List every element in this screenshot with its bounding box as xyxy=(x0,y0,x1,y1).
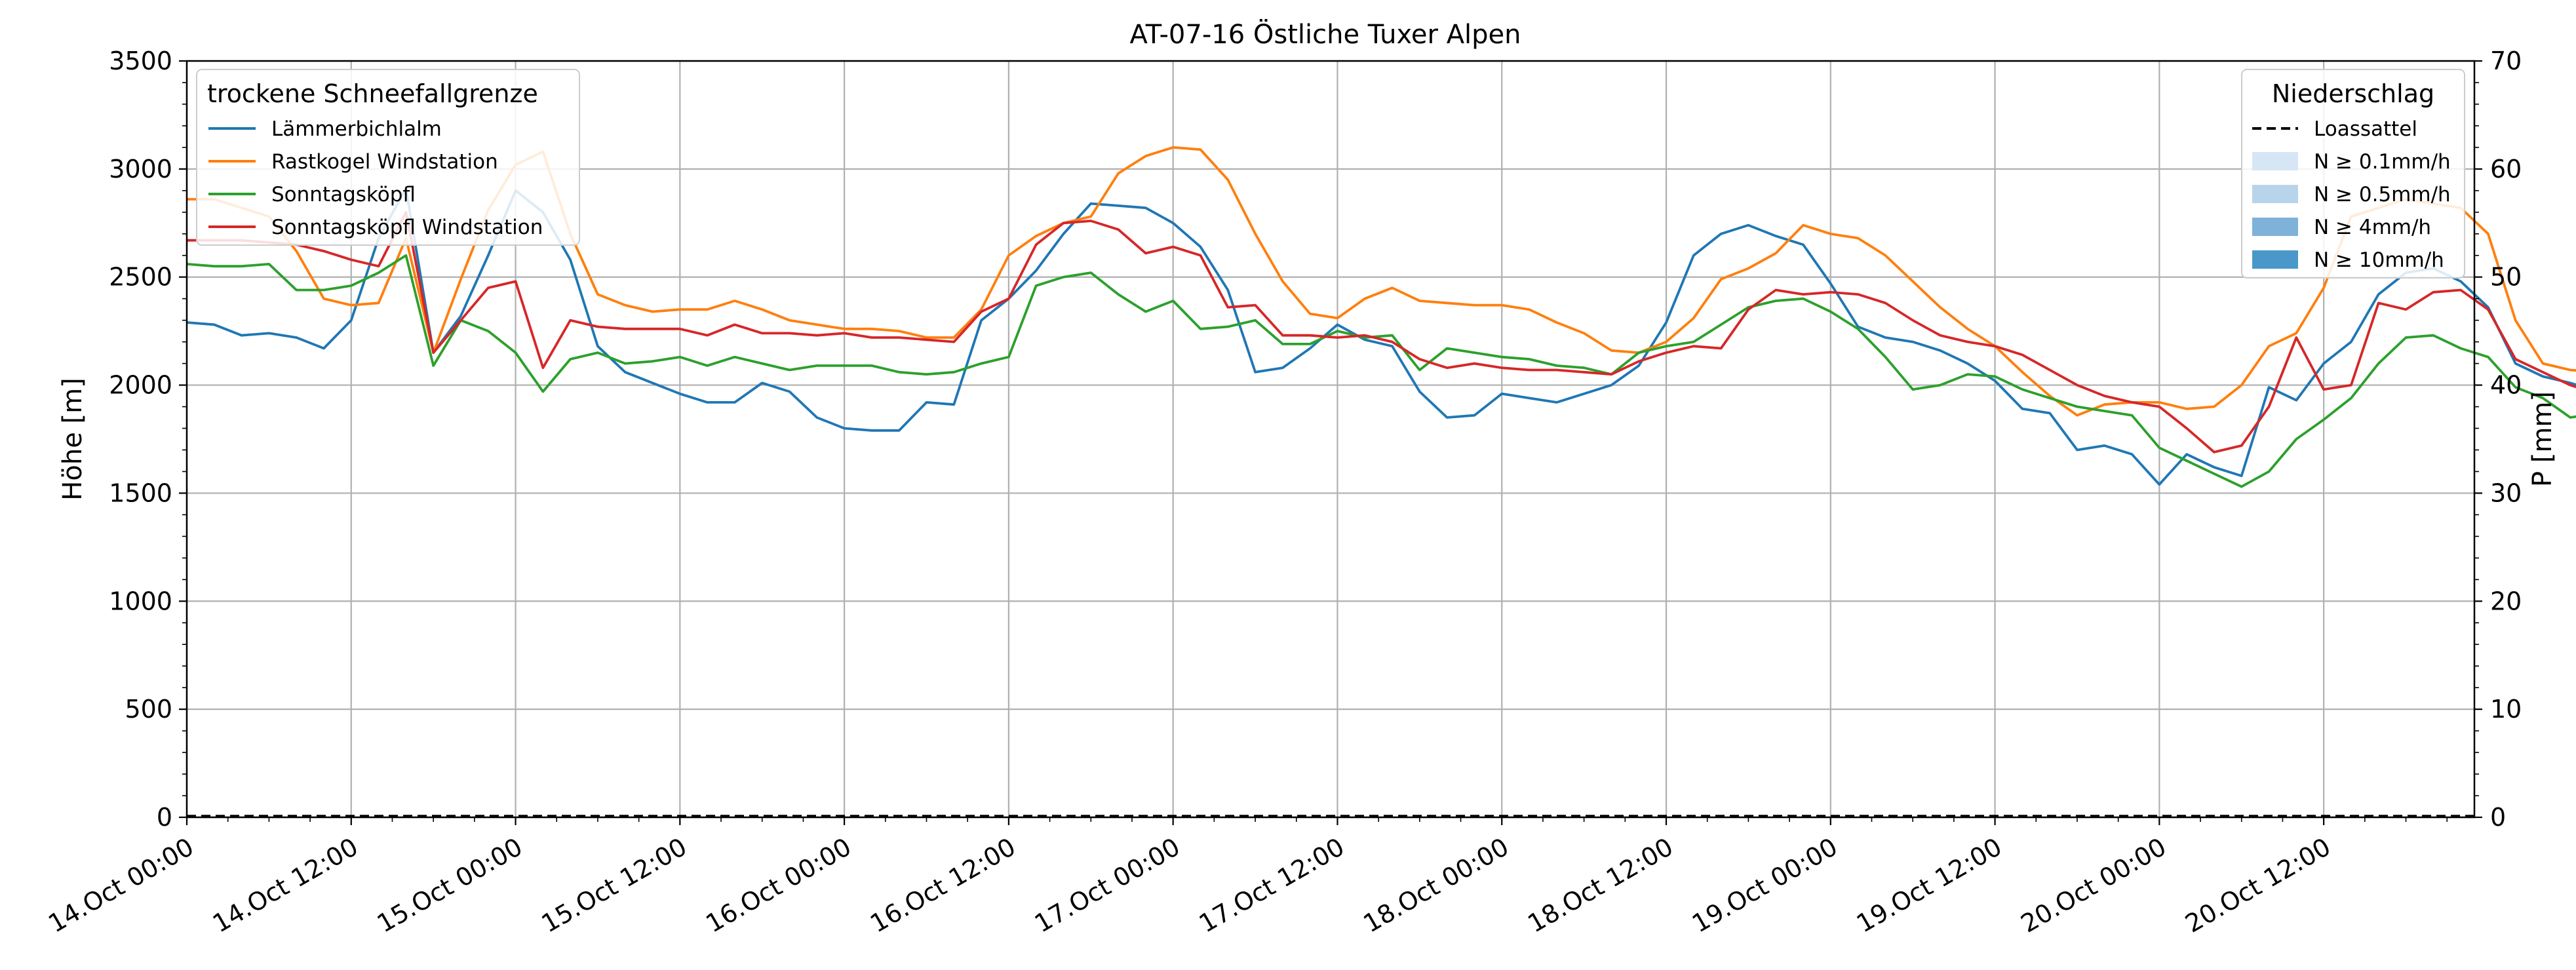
series-line-l-mmerbichlalm xyxy=(186,187,2576,486)
y2-tick-label: 60 xyxy=(2490,155,2522,184)
legend-left-entry: Rastkogel Windstation xyxy=(271,150,498,174)
legend-right-title: Niederschlag xyxy=(2272,79,2434,108)
y-tick-label: 3500 xyxy=(109,47,172,75)
y-tick-label: 0 xyxy=(157,803,172,832)
legend-left-entry: Lämmerbichlalm xyxy=(271,117,442,141)
legend-left: trockene Schneefallgrenze Lämmerbichlalm R… xyxy=(196,69,580,246)
legend-right-entry: N ≥ 4mm/h xyxy=(2314,216,2431,239)
legend-right-entry: N ≥ 10mm/h xyxy=(2314,248,2444,272)
y-axis-label: Höhe [m] xyxy=(58,378,88,500)
legend-right-swatch xyxy=(2252,152,2298,170)
legend-left-entry: Sonntagsköpfl xyxy=(271,183,416,206)
y2-tick-label: 10 xyxy=(2490,695,2522,724)
legend-left-entry: Sonntagsköpfl Windstation xyxy=(271,216,543,239)
series-line-sonntagsk-pfl xyxy=(186,254,2576,488)
y2-tick-label: 0 xyxy=(2490,803,2506,832)
legend-right-swatch xyxy=(2252,218,2298,236)
legend-right-entry: Loassattel xyxy=(2314,117,2417,141)
chart-title: AT-07-16 Östliche Tuxer Alpen xyxy=(1129,18,1521,50)
y-tick-label: 2000 xyxy=(109,371,172,400)
legend-left-frame xyxy=(196,69,580,246)
y2-axis-label: P [mm] xyxy=(2527,391,2558,487)
plot-frame xyxy=(185,60,2476,819)
y2-tick-label: 20 xyxy=(2490,587,2522,615)
y2-tick-label: 70 xyxy=(2490,47,2522,75)
series-line-sonntagsk-pfl-windstation xyxy=(187,210,2576,454)
y-tick-label: 2500 xyxy=(109,263,172,292)
legend-right-swatch xyxy=(2252,250,2298,269)
y-tick-label: 1500 xyxy=(109,478,172,507)
y2-tick-label: 30 xyxy=(2490,478,2522,507)
legend-right-entry: N ≥ 0.5mm/h xyxy=(2314,183,2451,206)
legend-right-swatch xyxy=(2252,185,2298,203)
legend-right: Niederschlag Loassattel N ≥ 0.1mm/h N ≥ 0.5… xyxy=(2241,69,2465,279)
legend-left-title: trockene Schneefallgrenze xyxy=(207,79,538,108)
y-tick-label: 1000 xyxy=(109,587,172,615)
legend-right-entry: N ≥ 0.1mm/h xyxy=(2314,150,2451,174)
y-tick-label: 3000 xyxy=(109,155,172,184)
y-tick-label: 500 xyxy=(125,695,172,724)
y2-tick-label: 50 xyxy=(2490,263,2522,292)
y2-tick-label: 40 xyxy=(2490,371,2522,400)
